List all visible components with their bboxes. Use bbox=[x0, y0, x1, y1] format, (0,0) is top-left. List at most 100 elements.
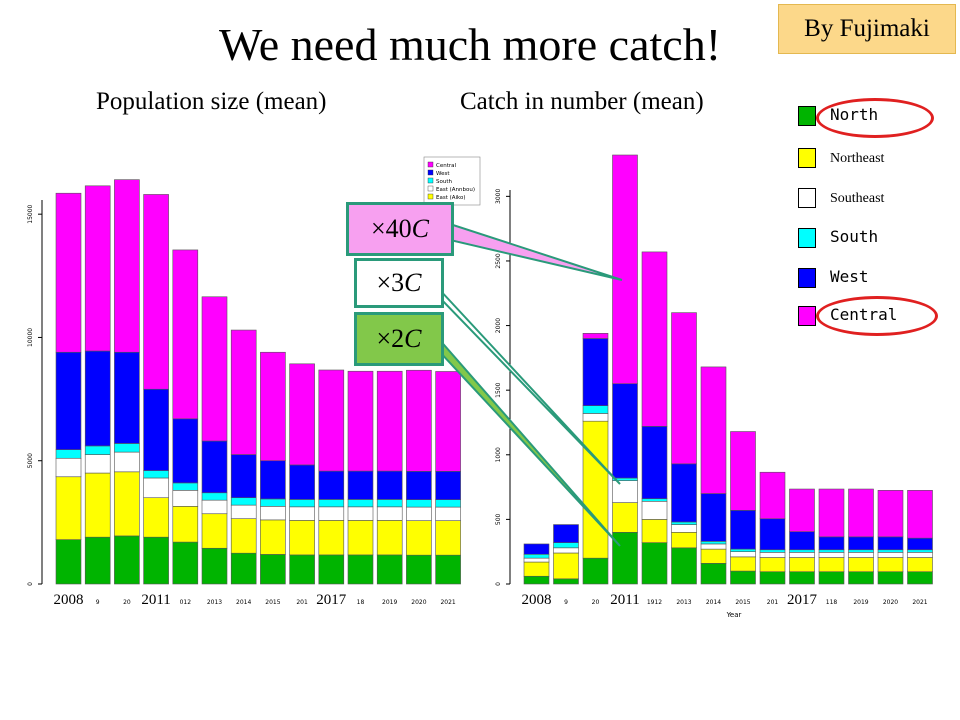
bar-pop-northeast-2015 bbox=[260, 519, 286, 555]
bar-pop-south-2008 bbox=[55, 449, 82, 459]
bar-pop-central-2011 bbox=[143, 194, 169, 390]
x-tick-label-pop-1: 9 bbox=[96, 599, 100, 606]
x-tick-label-pop-2: 20 bbox=[123, 599, 131, 606]
bar-catch-north-2011 bbox=[612, 532, 638, 585]
bar-catch-north-201 bbox=[759, 571, 786, 585]
bar-catch-northeast-2014 bbox=[700, 548, 727, 564]
legend-label-west: West bbox=[830, 267, 869, 286]
bar-catch-north-2013 bbox=[671, 547, 697, 585]
bar-catch-southeast-1912 bbox=[641, 501, 668, 520]
legend-item-west: West bbox=[798, 266, 948, 296]
bar-pop-central-2021 bbox=[435, 371, 461, 472]
bar-pop-north-2013 bbox=[201, 547, 228, 585]
bar-catch-west-2008 bbox=[523, 543, 550, 555]
bar-catch-west-2020 bbox=[877, 536, 904, 551]
x-tick-label-pop-9: 2017 bbox=[316, 592, 347, 608]
bar-catch-northeast-2020 bbox=[877, 557, 904, 573]
x-tick-label-catch-4: 1912 bbox=[647, 599, 662, 606]
bar-catch-southeast-2014 bbox=[700, 543, 727, 550]
bar-catch-southeast-2011 bbox=[612, 480, 638, 503]
bar-pop-north-2019 bbox=[376, 554, 403, 585]
bar-catch-west-118 bbox=[818, 536, 845, 551]
legend-swatch-west bbox=[798, 268, 816, 288]
bar-pop-central-2013 bbox=[201, 296, 228, 442]
x-tick-label-pop-8: 201 bbox=[296, 599, 308, 606]
bar-catch-northeast-201 bbox=[759, 557, 786, 573]
bar-pop-central-2014 bbox=[230, 329, 257, 455]
bar-catch-central-2021 bbox=[907, 490, 933, 539]
legend-label-northeast: Northeast bbox=[830, 151, 885, 166]
bar-catch-central-2015 bbox=[730, 431, 756, 511]
highlight-ring-north bbox=[816, 98, 934, 138]
bar-pop-northeast-2008 bbox=[55, 476, 82, 540]
bar-pop-west-2021 bbox=[435, 471, 461, 500]
bar-pop-central-2019 bbox=[376, 370, 403, 472]
legend-label-southeast: Southeast bbox=[830, 191, 885, 206]
bar-catch-central-2014 bbox=[700, 366, 727, 494]
legend-swatch-central bbox=[798, 306, 816, 326]
bar-catch-central-118 bbox=[818, 488, 845, 538]
bar-pop-north-2008 bbox=[55, 539, 82, 585]
bar-pop-south-2020 bbox=[406, 499, 432, 508]
bar-catch-north-2017 bbox=[789, 571, 815, 585]
bar-catch-northeast-2011 bbox=[612, 502, 638, 533]
bar-pop-southeast-012 bbox=[172, 490, 199, 507]
bar-catch-south-1912 bbox=[641, 498, 668, 502]
bar-catch-north-2021 bbox=[907, 571, 933, 585]
bar-pop-southeast-2014 bbox=[230, 504, 257, 519]
inner-legend-swatch-4 bbox=[427, 193, 434, 200]
bar-pop-south-2011 bbox=[143, 470, 169, 479]
bar-catch-west-2021 bbox=[907, 537, 933, 551]
x-tick-label-pop-0: 2008 bbox=[54, 592, 84, 608]
bar-pop-west-18 bbox=[347, 470, 374, 500]
bar-pop-west-2013 bbox=[201, 440, 228, 494]
bar-pop-south-2014 bbox=[230, 497, 257, 506]
bar-pop-south-9 bbox=[84, 445, 111, 455]
x-tick-label-catch-6: 2014 bbox=[706, 599, 721, 606]
bar-pop-central-012 bbox=[172, 249, 199, 420]
multiplier-2c-suffix: C bbox=[404, 324, 422, 353]
left-chart-title: Population size (mean) bbox=[96, 88, 327, 115]
bar-catch-southeast-118 bbox=[818, 552, 845, 558]
bar-catch-northeast-2015 bbox=[730, 556, 756, 572]
bar-catch-north-9 bbox=[553, 578, 579, 585]
bar-catch-central-2013 bbox=[671, 312, 697, 465]
x-tick-label-catch-13: 2021 bbox=[912, 599, 927, 606]
bar-pop-south-201 bbox=[289, 499, 315, 508]
x-tick-label-pop-13: 2021 bbox=[440, 599, 455, 606]
inner-legend-label-2: South bbox=[436, 179, 452, 185]
multiplier-2c: ×2C bbox=[354, 312, 444, 366]
bar-catch-west-2015 bbox=[730, 510, 756, 550]
inner-legend-swatch-2 bbox=[427, 177, 434, 184]
bar-catch-west-2017 bbox=[789, 531, 815, 551]
bar-pop-west-2011 bbox=[143, 388, 169, 471]
x-tick-label-catch-0: 2008 bbox=[522, 592, 552, 608]
bar-catch-north-2020 bbox=[877, 571, 904, 585]
right-chart-title: Catch in number (mean) bbox=[460, 88, 704, 115]
bar-pop-south-2021 bbox=[435, 499, 461, 508]
bar-catch-north-20 bbox=[582, 557, 609, 585]
bar-catch-south-2015 bbox=[730, 548, 756, 552]
y-tick-label-catch-5: 2500 bbox=[495, 253, 502, 268]
bar-catch-southeast-2021 bbox=[907, 552, 933, 558]
x-tick-label-pop-10: 18 bbox=[357, 599, 365, 606]
bar-catch-northeast-2021 bbox=[907, 557, 933, 573]
bar-catch-west-2013 bbox=[671, 463, 697, 523]
callout-40c-arrow bbox=[449, 222, 623, 281]
bar-catch-north-2019 bbox=[848, 571, 874, 585]
bar-pop-southeast-2013 bbox=[201, 499, 228, 515]
bar-pop-west-20 bbox=[114, 351, 140, 444]
multiplier-40c-prefix: ×40 bbox=[370, 214, 412, 243]
author-badge: By Fujimaki bbox=[778, 4, 956, 54]
bar-pop-northeast-2020 bbox=[406, 520, 432, 556]
bar-catch-northeast-118 bbox=[818, 557, 845, 573]
legend-swatch-southeast bbox=[798, 188, 816, 208]
bar-pop-northeast-012 bbox=[172, 506, 199, 543]
bar-pop-southeast-2011 bbox=[143, 477, 169, 499]
bar-pop-central-2015 bbox=[260, 351, 286, 462]
y-tick-label-catch-3: 1500 bbox=[495, 382, 502, 397]
inner-legend-label-1: West bbox=[436, 171, 450, 177]
bar-catch-northeast-2008 bbox=[523, 561, 550, 577]
bar-catch-northeast-2013 bbox=[671, 532, 697, 549]
bar-catch-west-2019 bbox=[848, 536, 874, 551]
